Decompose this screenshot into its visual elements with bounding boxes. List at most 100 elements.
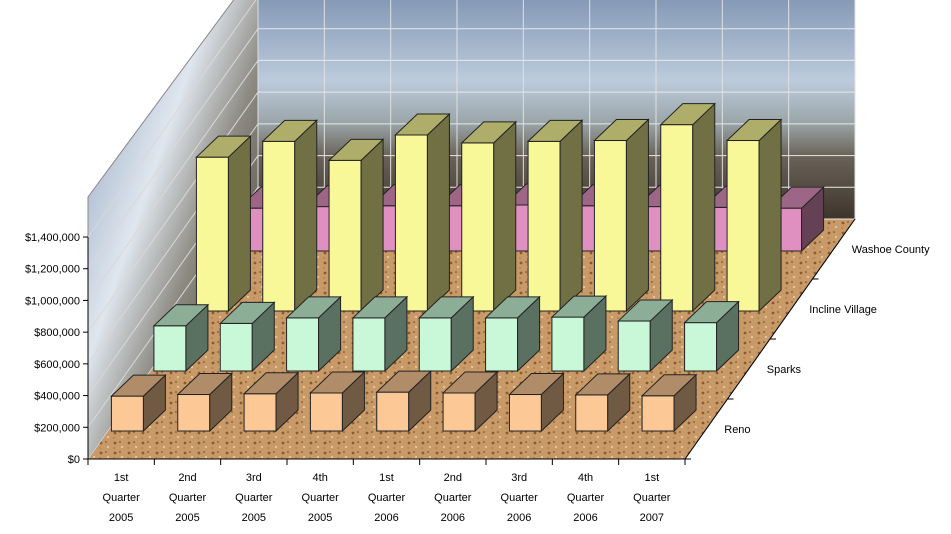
bar-front-face (418, 317, 452, 372)
bar-side-face (692, 102, 716, 313)
bar-top-face (484, 296, 541, 319)
bar-front-face (726, 140, 760, 312)
bar-top-face (526, 119, 584, 142)
bar-top-face (683, 301, 740, 324)
x-tick-label: 2nd Quarter 2006 (434, 472, 472, 524)
bar-top-face (418, 296, 475, 319)
x-tick-label: 4th Quarter 2005 (302, 472, 340, 524)
bar (375, 369, 432, 433)
gridline-side (87, 0, 257, 238)
bar (640, 373, 698, 433)
bar-front-face (262, 140, 296, 312)
bar (683, 300, 740, 373)
bar-front-face (617, 320, 651, 372)
bar (261, 119, 318, 313)
bar (617, 298, 674, 373)
bar-top-face (550, 295, 608, 318)
bar-side-face (426, 112, 450, 313)
y-tick-label: $800,000 (34, 327, 80, 339)
bar-top-face (640, 374, 698, 397)
bar-front-face (575, 394, 609, 432)
z-tick-label: Reno (724, 424, 750, 436)
bar-front-face (551, 316, 585, 372)
bar-front-face (527, 140, 561, 312)
bar (285, 295, 342, 373)
bar-front-face (309, 392, 343, 432)
bar-top-face (152, 304, 210, 327)
y-tick-label: $600,000 (34, 359, 80, 371)
x-tick-label: 1st Quarter 2007 (633, 472, 671, 524)
bar-top-face (176, 373, 233, 396)
bar-front-face (660, 124, 694, 312)
x-tick-label: 3rd Quarter 2006 (501, 472, 539, 524)
bar-top-face (195, 135, 252, 158)
bar-top-face (574, 373, 631, 396)
bar-top-face (441, 371, 499, 394)
z-tick-label: Sparks (767, 364, 802, 376)
bar (242, 371, 300, 433)
bar (593, 118, 650, 313)
bar-front-face (110, 395, 144, 432)
bar (574, 372, 631, 433)
bar-front-face (485, 317, 519, 372)
bar-top-face (659, 103, 716, 126)
bar (508, 372, 565, 433)
bar-front-face (508, 394, 542, 432)
bar-top-face (309, 371, 366, 394)
bar (441, 370, 499, 433)
bar (725, 118, 783, 313)
bar-top-face (327, 138, 385, 161)
bar-top-face (261, 119, 318, 142)
bar (394, 112, 451, 313)
axes-group: $0 $200,000 $400,000 $600,000 $800,000 $1,000… (25, 218, 930, 524)
bar-top-face (593, 119, 650, 142)
bar-front-face (177, 394, 211, 432)
bar-front-face (195, 156, 229, 312)
bar-side-face (493, 120, 517, 313)
bar-top-face (394, 113, 451, 136)
y-tick-label: $400,000 (34, 391, 80, 403)
y-tick-label: $1,000,000 (25, 295, 80, 307)
bar (550, 294, 608, 373)
gridline-side (87, 91, 259, 333)
bar-top-face (285, 296, 342, 319)
y-tick-label: $1,400,000 (25, 232, 80, 244)
bar-top-face (110, 374, 167, 397)
bar (659, 102, 716, 313)
bar-front-face (461, 142, 495, 312)
bar-top-face (219, 301, 276, 324)
x-tick-label: 2nd Quarter 2005 (169, 472, 207, 524)
bar-front-face (376, 391, 410, 432)
bar-front-face (684, 322, 718, 372)
bars-group (110, 102, 825, 433)
bar-front-face (328, 159, 362, 312)
bar-front-face (352, 317, 386, 372)
bar (309, 370, 366, 433)
bar-top-face (768, 186, 825, 209)
bar-side-face (360, 138, 384, 313)
bar-side-face (559, 119, 583, 313)
bar-side-face (625, 118, 649, 313)
bar-front-face (593, 140, 627, 312)
x-tick-label: 1st Quarter 2005 (103, 472, 141, 524)
bar (327, 138, 385, 313)
y-tick-label: $200,000 (34, 422, 80, 434)
bar (195, 135, 252, 313)
bar-top-face (508, 373, 565, 396)
bar-top-face (375, 370, 432, 393)
bar-front-face (243, 393, 277, 432)
bar-front-face (219, 322, 253, 372)
x-tick-label: 1st Quarter 2006 (368, 472, 406, 524)
bar-side-face (294, 119, 318, 313)
bar (418, 295, 475, 373)
bar-top-face (617, 299, 674, 322)
bar-top-face (351, 296, 409, 319)
y-tick-label: $1,200,000 (25, 264, 80, 276)
y-tick-label: $0 (68, 454, 80, 466)
gridline-side (87, 28, 259, 270)
bar-front-face (442, 392, 476, 432)
z-tick-label: Incline Village (809, 304, 877, 316)
bar (152, 303, 210, 373)
bar-front-face (153, 325, 187, 372)
